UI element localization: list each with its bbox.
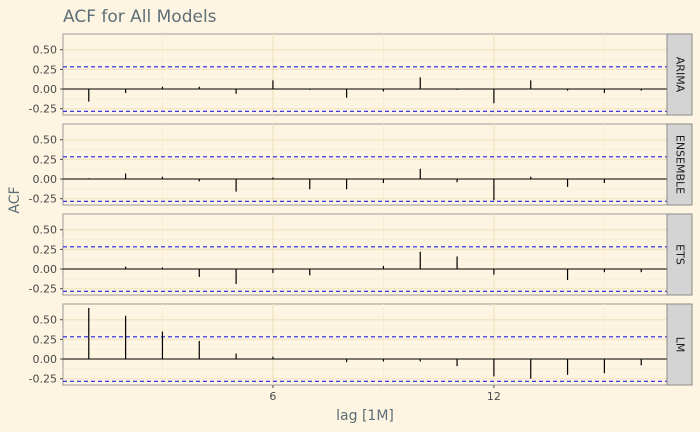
facet-strip xyxy=(666,123,693,206)
facet-panel-ets: 0.50 0.25 0.00 -0.25 ETS xyxy=(29,213,693,296)
y-tick-label: 0.50 xyxy=(33,314,58,327)
facet-panel-ensemble: 0.50 0.25 0.00 -0.25 ENSEMBLE xyxy=(29,123,693,206)
y-tick-label: 0.50 xyxy=(33,44,58,57)
x-tick-label: 12 xyxy=(487,390,501,403)
panel-background xyxy=(62,303,668,386)
y-tick-label: -0.25 xyxy=(29,283,57,296)
y-tick-label: -0.25 xyxy=(29,103,57,116)
facet-strip-label: ARIMA xyxy=(674,57,687,93)
facet-panels: 0.50 0.25 0.00 -0.25 ARIMA 0.50 0.25 0.00 -0.25 E… xyxy=(29,33,693,386)
y-tick-label: 0.25 xyxy=(33,63,58,76)
facet-strip xyxy=(666,213,693,296)
y-tick-label: 0.00 xyxy=(33,353,58,366)
x-tick-label: 6 xyxy=(269,390,276,403)
facet-strip xyxy=(666,33,693,116)
panel-background xyxy=(62,33,668,116)
y-axis-title: ACF xyxy=(7,186,23,213)
y-tick-label: 0.00 xyxy=(33,263,58,276)
y-tick-label: 0.50 xyxy=(33,134,58,147)
panel-background xyxy=(62,213,668,296)
y-tick-label: 0.25 xyxy=(33,333,58,346)
x-axis-title: lag [1M] xyxy=(336,408,394,424)
y-tick-label: -0.25 xyxy=(29,373,57,386)
facet-strip-label: ENSEMBLE xyxy=(674,135,687,194)
facet-panel-lm: 0.50 0.25 0.00 -0.25 LM xyxy=(29,303,693,386)
y-tick-label: 0.00 xyxy=(33,83,58,96)
y-tick-label: 0.50 xyxy=(33,224,58,237)
y-tick-label: 0.00 xyxy=(33,173,58,186)
facet-strip-label: ETS xyxy=(674,244,687,265)
facet-strip xyxy=(666,303,693,386)
facet-strip-label: LM xyxy=(674,337,687,353)
panel-background xyxy=(62,123,668,206)
y-tick-label: -0.25 xyxy=(29,193,57,206)
facet-panel-arima: 0.50 0.25 0.00 -0.25 ARIMA xyxy=(29,33,693,116)
y-tick-label: 0.25 xyxy=(33,153,58,166)
x-axis: 6 12 xyxy=(269,385,501,403)
chart-title: ACF for All Models xyxy=(63,7,217,27)
y-tick-label: 0.25 xyxy=(33,243,58,256)
